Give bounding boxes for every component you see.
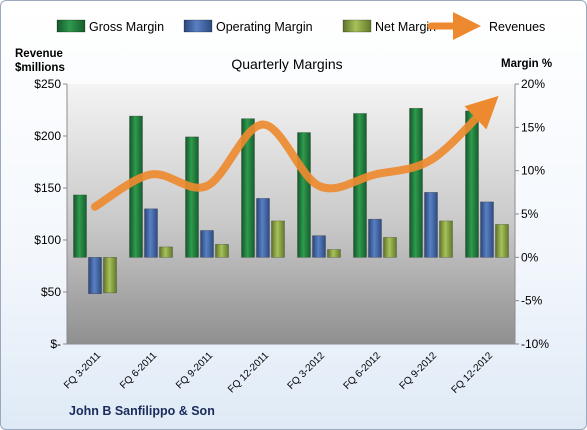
left-tick-label: $200 (34, 129, 61, 143)
bar-operating-margin-0 (88, 257, 102, 295)
bar-gross-margin-2 (185, 136, 199, 258)
right-tick-label: 15% (521, 120, 545, 134)
left-tick-label: $100 (34, 233, 61, 247)
x-tick-label: FQ 12-2011 (226, 350, 271, 395)
legend-label: Gross Margin (89, 20, 164, 34)
bar-gross-margin-6 (409, 107, 423, 258)
legend-swatch-operating-margin (183, 19, 213, 33)
bar-gross-margin-0 (73, 194, 87, 258)
right-axis-title: Margin % (501, 58, 552, 70)
chart-title: Quarterly Margins (231, 56, 342, 72)
bar-gross-margin-4 (297, 132, 311, 258)
x-tick-label: FQ 9-2011 (174, 350, 215, 391)
bar-net-margin-0 (103, 257, 117, 294)
right-tick-label: 10% (521, 164, 545, 178)
legend-swatch-gross-margin (56, 19, 86, 33)
bar-operating-margin-2 (200, 230, 214, 258)
bar-net-margin-2 (215, 244, 229, 258)
bar-net-margin-3 (271, 220, 285, 258)
company-label: John B Sanfilippo & Son (69, 404, 215, 418)
left-tick-label: $150 (34, 181, 61, 195)
legend-label: Net Margin (375, 20, 436, 34)
bar-net-margin-4 (327, 249, 341, 258)
x-tick-label: FQ 12-2012 (450, 350, 496, 396)
legend-swatch-net-margin (342, 19, 372, 33)
revenues-line (91, 95, 499, 211)
bar-operating-margin-4 (312, 235, 326, 258)
bar-net-margin-7 (495, 224, 509, 258)
right-tick-label: 0% (521, 250, 539, 264)
x-tick-label: FQ 3-2011 (62, 350, 103, 391)
right-tick-label: -10% (521, 337, 549, 351)
left-axis-title-line1: Revenue (15, 48, 63, 60)
left-tick-label: $50 (41, 285, 61, 299)
left-tick-label: $- (50, 337, 61, 351)
bar-net-margin-6 (439, 220, 453, 258)
bar-operating-margin-5 (368, 218, 382, 258)
right-tick-label: 5% (521, 207, 539, 221)
bar-operating-margin-1 (144, 208, 158, 258)
bar-net-margin-1 (159, 246, 173, 258)
x-tick-label: FQ 6-2011 (118, 350, 159, 391)
left-axis-title-line2: $millions (15, 62, 65, 74)
right-tick-label: -5% (521, 294, 543, 308)
left-tick-label: $250 (34, 77, 61, 91)
bar-gross-margin-3 (241, 118, 255, 258)
x-tick-label: FQ 9-2012 (398, 350, 440, 392)
bar-operating-margin-7 (480, 201, 494, 258)
legend-label: Operating Margin (216, 20, 313, 34)
legend-label: Revenues (489, 20, 545, 34)
x-tick-label: FQ 3-2012 (286, 350, 328, 392)
x-tick-label: FQ 6-2012 (342, 350, 384, 392)
bar-operating-margin-3 (256, 198, 270, 258)
bar-net-margin-5 (383, 237, 397, 258)
bar-operating-margin-6 (424, 192, 438, 258)
right-tick-label: 20% (521, 77, 545, 91)
